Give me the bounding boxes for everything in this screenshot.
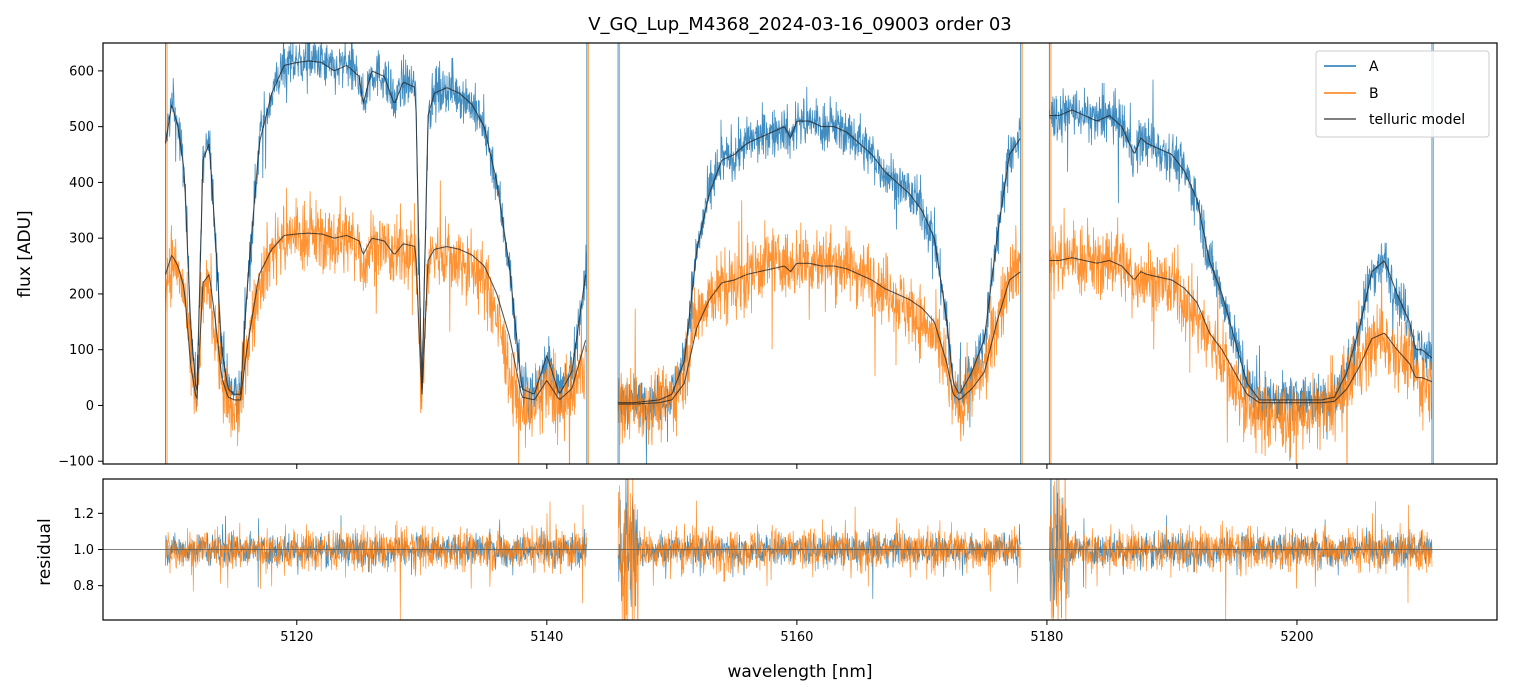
residual-y-tick-label: 1.2	[73, 507, 94, 522]
flux-y-tick-label: 500	[69, 120, 94, 135]
flux-panel: −100 0 100 200 300 400 500 600 flux [ADU] A B t…	[15, 42, 1498, 470]
residual-y-axis: 0.8 1.0 1.2	[73, 507, 103, 594]
residual-plot-area	[103, 479, 1497, 620]
residual-panel: 0.81.01.2 5120 5140 5160 5180 5200 residual …	[35, 478, 1498, 682]
telluric-model-b-line	[164, 232, 1433, 405]
flux-y-axis: −100 0 100 200 300 400 500 600	[58, 64, 103, 470]
residual-y-tick-label: 1.0	[73, 543, 94, 558]
residual-b-line	[165, 479, 1433, 620]
flux-x-axis	[296, 464, 1298, 469]
residual-a-line	[165, 479, 1433, 619]
chart-title: V_GQ_Lup_M4368_2024-03-16_09003 order 03	[588, 14, 1012, 35]
residual-x-tick-label: 5180	[1030, 630, 1063, 645]
legend-label-b: B	[1369, 86, 1379, 102]
flux-y-tick-label: 200	[69, 287, 94, 302]
flux-y-tick-label: 400	[69, 176, 94, 191]
flux-y-tick-label: 300	[69, 232, 94, 247]
legend-label-model: telluric model	[1369, 112, 1465, 128]
residual-x-axis: 5120 5140 5160 5180 5200	[280, 620, 1314, 645]
flux-y-tick-label: 100	[69, 343, 94, 358]
residual-x-tick-label: 5140	[530, 630, 563, 645]
residual-x-tick-label: 5200	[1280, 630, 1313, 645]
flux-plot-area	[164, 43, 1434, 464]
residual-x-tick-label: 5160	[780, 630, 813, 645]
residual-y-tick-label: 0.8	[73, 579, 94, 594]
flux-y-label: flux [ADU]	[15, 210, 35, 297]
legend-box	[1315, 50, 1490, 138]
flux-y-tick-label: 600	[69, 64, 94, 79]
flux-y-tick-label: 0	[86, 399, 94, 414]
residual-y-label: residual	[35, 518, 55, 585]
residual-x-tick-label: 5120	[280, 630, 313, 645]
legend-label-a: A	[1369, 59, 1379, 75]
x-axis-label: wavelength [nm]	[727, 662, 872, 682]
flux-axes-frame	[102, 42, 1498, 465]
flux-y-tick-label: −100	[58, 455, 94, 470]
legend: A B telluric model	[1315, 50, 1490, 138]
telluric-model-a-line	[164, 60, 1433, 404]
